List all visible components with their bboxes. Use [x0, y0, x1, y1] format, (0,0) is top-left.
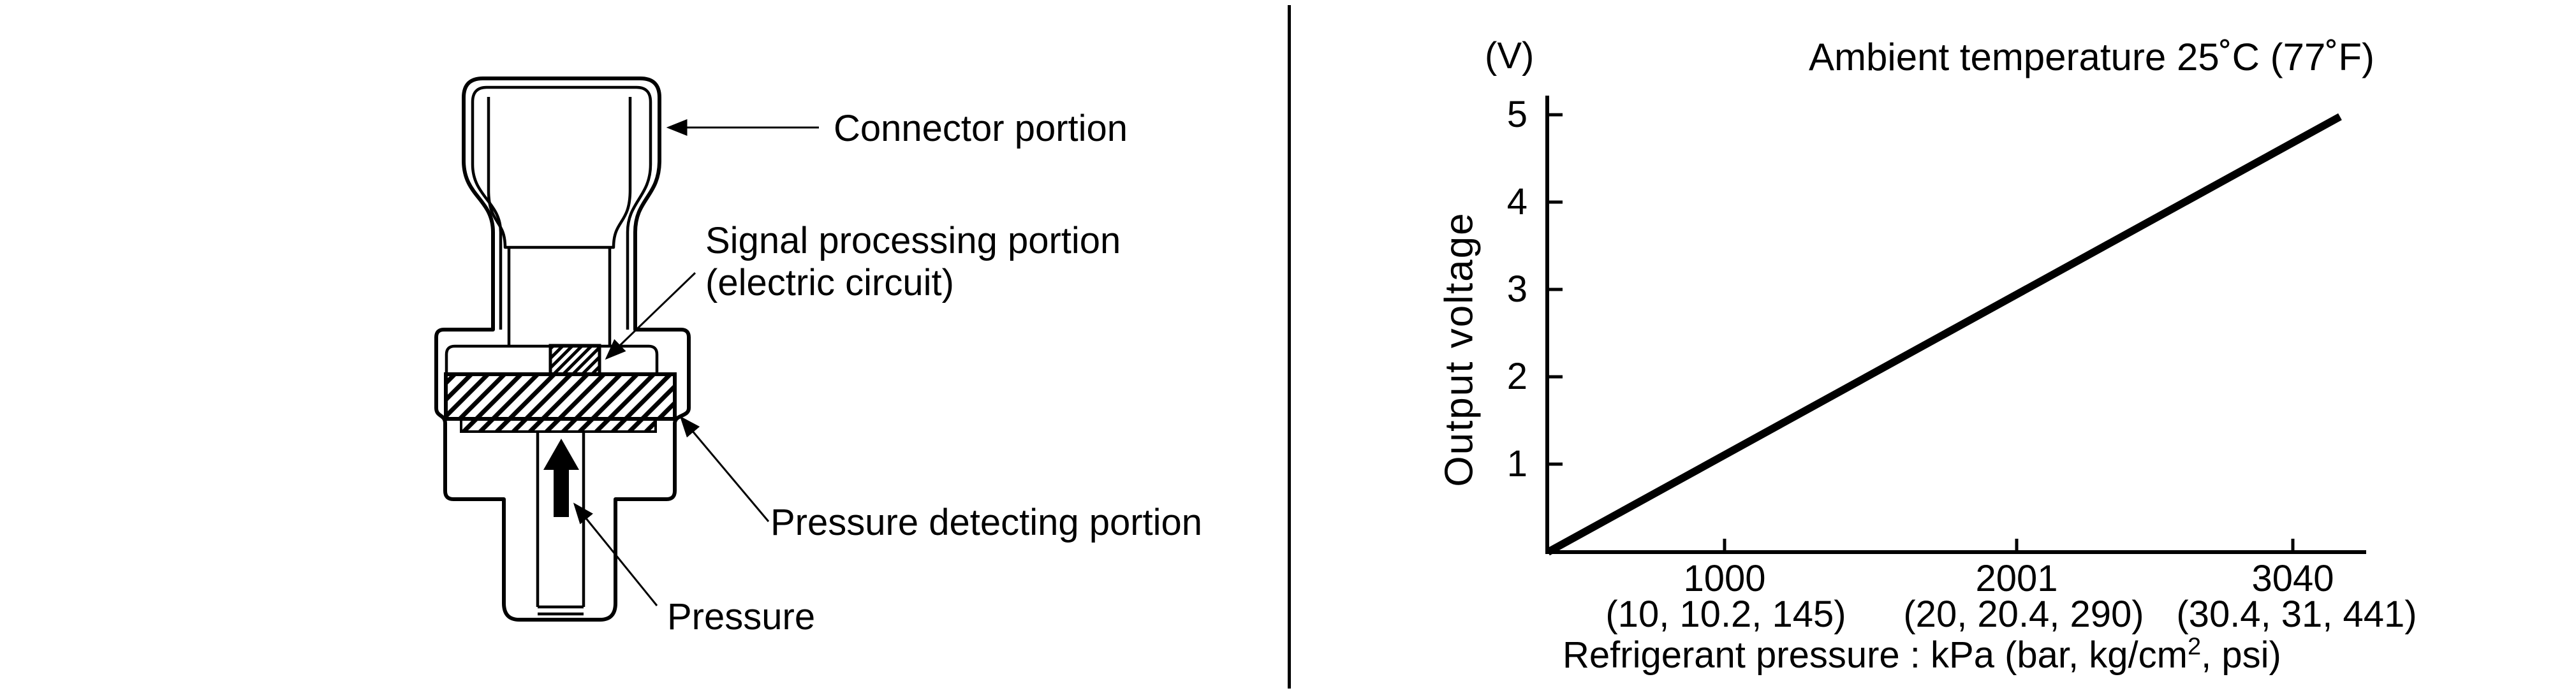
chart-data-line — [1546, 113, 2342, 556]
pressure-up-arrow-icon — [543, 439, 579, 517]
y-axis-label: Output voltage — [1437, 212, 1482, 487]
signal-processing-label-line2: (electric circuit) — [705, 262, 954, 303]
x-sublabel-3040: (30.4, 31, 441) — [2176, 594, 2417, 635]
chart-title: Ambient temperature 25˚C (77˚F) — [1809, 36, 2374, 78]
leader-lines — [573, 119, 819, 606]
y-tick-3: 3 — [1506, 268, 1527, 310]
pressure-detecting-leader-arrow — [679, 416, 770, 522]
x-tick-2001: 2001 — [1975, 558, 2058, 599]
pressure-detecting-lower-strip — [460, 418, 657, 433]
chart-graphics — [1545, 96, 2366, 556]
x-tick-3040: 3040 — [2251, 558, 2334, 599]
connector-portion-label: Connector portion — [834, 108, 1128, 149]
signal-processing-label-line1: Signal processing portion — [705, 220, 1121, 261]
y-tick-5: 5 — [1506, 94, 1527, 135]
chart-y-tickmarks — [1547, 113, 1563, 466]
x-sublabel-1000: (10, 10.2, 145) — [1605, 594, 1846, 635]
x-axis-label: Refrigerant pressure : kPa (bar, kg/cm2,… — [1563, 635, 2281, 676]
sensor-outer-body — [434, 77, 691, 622]
stem-tube-cap — [538, 605, 584, 616]
pressure-detecting-portion-label: Pressure detecting portion — [770, 502, 1203, 543]
y-axis-unit-label: (V) — [1485, 35, 1535, 77]
y-tick-4: 4 — [1506, 181, 1527, 222]
x-sublabel-2001: (20, 20.4, 290) — [1903, 594, 2144, 635]
y-tick-2: 2 — [1506, 356, 1527, 397]
pressure-label: Pressure — [667, 596, 816, 638]
panel-divider — [1288, 5, 1291, 689]
pressure-leader-arrow — [573, 502, 658, 606]
signal-processing-leader-arrow — [605, 272, 696, 360]
pressure-detecting-element — [444, 372, 677, 421]
sensor-inner-wall — [471, 85, 652, 330]
x-axis-label-post: , psi) — [2201, 634, 2281, 676]
chart-x-tickmarks — [1723, 539, 2295, 552]
connector-socket-cavity — [487, 97, 632, 249]
y-tick-1: 1 — [1506, 443, 1527, 485]
signal-processing-chip — [548, 344, 601, 376]
x-axis-label-superscript: 2 — [2187, 633, 2202, 660]
x-tick-1000: 1000 — [1683, 558, 1766, 599]
x-axis-label-pre: Refrigerant pressure : kPa (bar, kg/cm — [1563, 634, 2188, 676]
